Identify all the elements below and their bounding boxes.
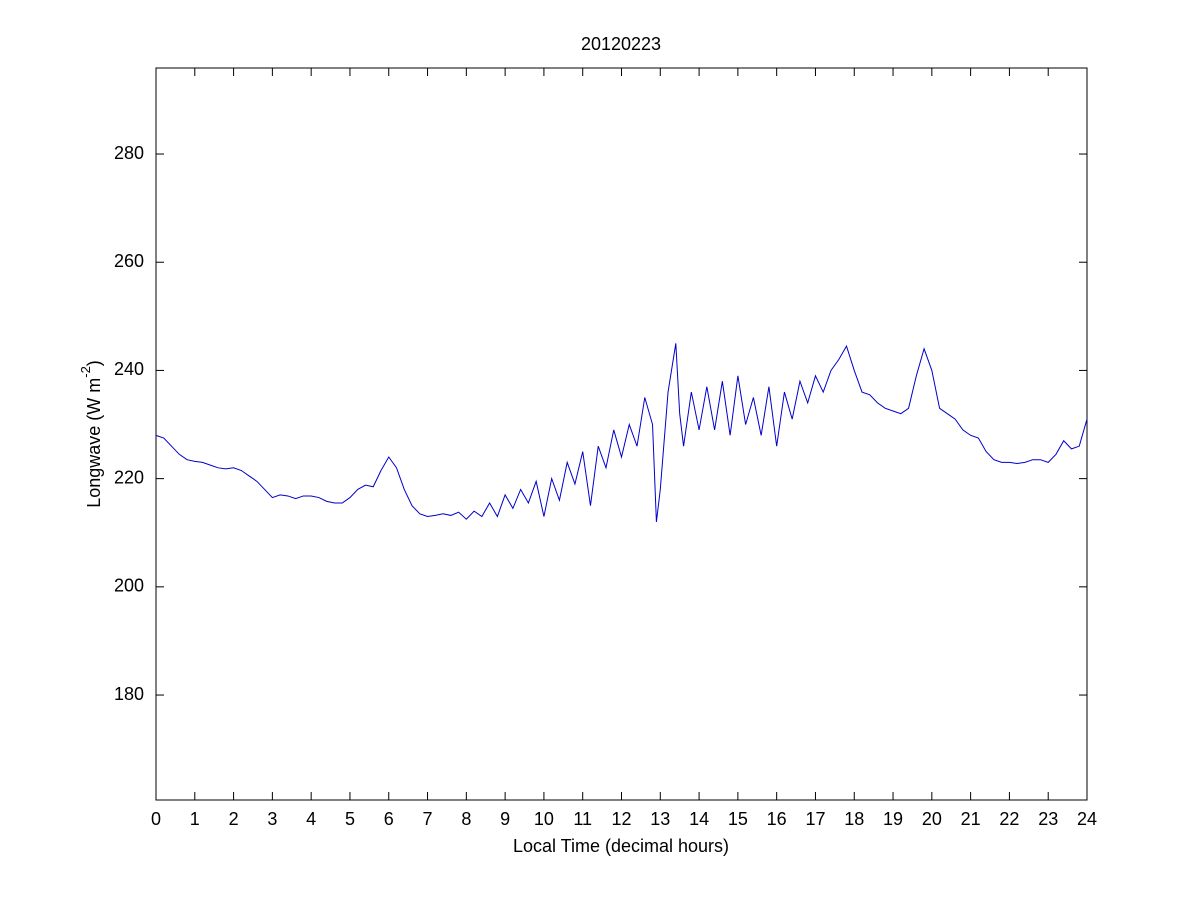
x-tick-label: 3	[267, 809, 277, 829]
x-tick-label: 21	[961, 809, 981, 829]
plot-frame	[155, 67, 1088, 801]
x-tick-label: 14	[689, 809, 709, 829]
y-axis-label-tail: )	[84, 360, 104, 366]
y-axis-label-text: Longwave (W m	[84, 378, 104, 508]
x-tick-label: 15	[728, 809, 748, 829]
y-tick-label: 220	[114, 467, 144, 487]
x-tick-label: 24	[1077, 809, 1097, 829]
y-tick-label: 280	[114, 143, 144, 163]
x-tick-label: 22	[999, 809, 1019, 829]
x-tick-label: 6	[384, 809, 394, 829]
x-tick-label: 20	[922, 809, 942, 829]
x-tick-label: 13	[650, 809, 670, 829]
x-tick-label: 9	[500, 809, 510, 829]
x-tick-label: 7	[423, 809, 433, 829]
x-tick-label: 11	[573, 809, 592, 829]
x-tick-label: 16	[767, 809, 787, 829]
x-tick-label: 23	[1038, 809, 1058, 829]
y-axis-label: Longwave (W m-2)	[78, 360, 103, 508]
y-tick-label: 260	[114, 251, 144, 271]
x-tick-label: 4	[306, 809, 316, 829]
x-tick-label: 2	[229, 809, 239, 829]
y-tick-label: 180	[114, 684, 144, 704]
x-tick-label: 12	[611, 809, 631, 829]
x-tick-label: 10	[534, 809, 554, 829]
x-axis-label: Local Time (decimal hours)	[513, 836, 729, 856]
y-tick-label: 240	[114, 359, 144, 379]
x-tick-label: 1	[190, 809, 200, 829]
x-tick-label: 8	[461, 809, 471, 829]
x-tick-label: 5	[345, 809, 355, 829]
chart-title: 20120223	[581, 34, 661, 54]
y-tick-label: 200	[114, 576, 144, 596]
x-tick-label: 0	[151, 809, 161, 829]
x-tick-label: 19	[883, 809, 903, 829]
x-tick-label: 17	[805, 809, 825, 829]
y-axis-label-sup: -2	[78, 366, 93, 378]
data-line	[155, 343, 1088, 522]
x-tick-label: 18	[844, 809, 864, 829]
